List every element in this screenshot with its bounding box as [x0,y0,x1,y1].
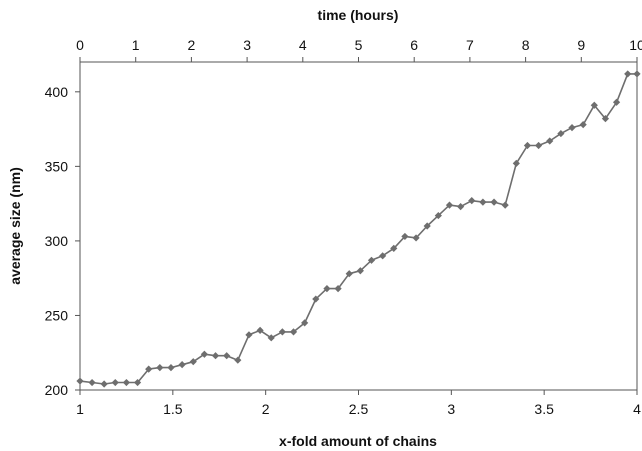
data-point [457,203,465,211]
data-point [301,319,309,327]
data-point [189,358,197,366]
data-point [479,198,487,206]
data-point [223,352,231,360]
x-axis-title: x-fold amount of chains [279,433,437,449]
data-point [512,159,520,167]
top-tick-label: 0 [76,37,84,53]
top-tick-label: 7 [466,37,474,53]
data-point [245,331,253,339]
data-point [434,211,442,220]
y-tick-label: 350 [45,158,69,174]
data-point [523,141,532,150]
data-point [167,364,175,372]
data-point [111,378,119,387]
y-tick-label: 400 [45,84,69,100]
data-point [345,270,353,278]
data-point [412,234,420,242]
data-point [312,295,320,303]
top-tick-label: 9 [577,37,585,53]
data-point [390,244,398,252]
data-point [289,328,298,336]
top-tick-label: 2 [188,37,196,53]
top-tick-label: 4 [299,37,307,53]
data-point [122,378,131,387]
data-point [323,285,331,293]
data-point [601,115,610,123]
data-point [590,101,598,109]
data-point [501,201,509,209]
y-axis-title: average size (nm) [7,167,23,285]
data-point [156,364,164,372]
plot-border [79,61,638,391]
data-point [334,285,342,293]
data-point [267,334,275,342]
top-tick-label: 1 [132,37,140,53]
top-tick-label: 6 [410,37,418,53]
x-tick-label: 2 [262,401,270,417]
data-point [278,328,286,336]
plot-frame [79,61,638,391]
data-point [557,129,565,138]
y-tick-label: 250 [45,307,69,323]
data-point [133,378,142,387]
data-point [76,377,84,385]
data-point [579,121,587,129]
data-point [100,380,108,388]
x-axis-ticks: 1 1.5 2 2.5 3 3.5 4 [76,390,641,417]
x-tick-label: 3 [447,401,455,417]
top-tick-label: 5 [355,37,363,53]
x-tick-label: 4 [633,401,641,417]
y-axis-ticks: 200 250 300 350 400 [45,84,80,398]
top-tick-label: 3 [243,37,251,53]
top-axis-ticks: 0 1 2 3 4 5 6 7 8 9 10 [76,37,642,62]
x-tick-label: 3.5 [534,401,554,417]
data-point [633,70,641,78]
data-point [612,98,621,106]
data-point [234,356,242,364]
x-tick-label: 1 [76,401,84,417]
data-point [468,197,476,205]
x-tick-label: 2.5 [349,401,369,417]
y-tick-label: 200 [45,382,69,398]
data-point [178,361,186,369]
data-point [145,365,153,373]
data-point [379,252,387,260]
y-tick-label: 300 [45,233,69,249]
data-point [490,198,498,206]
data-point [356,267,364,275]
data-point [256,326,264,334]
x-tick-label: 1.5 [163,401,183,417]
data-point [534,141,543,150]
series-layer [76,70,641,388]
top-tick-label: 10 [629,37,642,53]
data-point [624,70,632,78]
data-point [367,256,376,264]
top-axis-title: time (hours) [318,7,399,23]
data-point [211,352,220,360]
series-line [79,73,637,385]
data-point [445,201,454,209]
data-point [88,378,96,387]
top-tick-label: 8 [522,37,530,53]
data-point [423,222,431,230]
data-point [568,124,576,132]
data-point [546,137,554,145]
data-point [401,232,409,241]
data-point [200,350,208,358]
